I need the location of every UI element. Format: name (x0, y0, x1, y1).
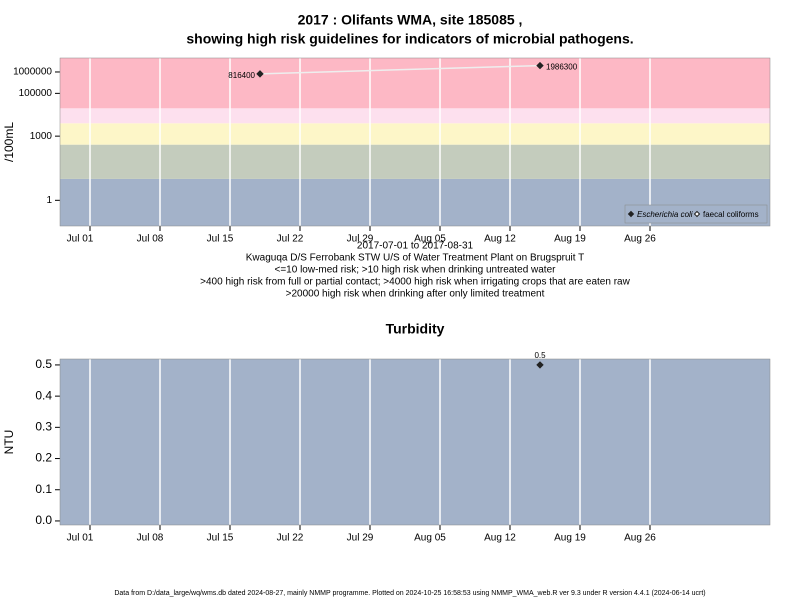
plot-background (60, 359, 770, 525)
y-tick-label: 0.5 (35, 357, 52, 371)
data-point (536, 61, 544, 70)
legend-label: faecal coliforms (703, 210, 759, 219)
plot-frame (59, 57, 771, 227)
x-tick-label: Jul 08 (137, 234, 164, 245)
risk-band (60, 123, 770, 145)
y-tick-label: 1000 (30, 131, 53, 142)
y-tick-label: 100000 (19, 88, 53, 99)
x-tick-label: Aug 19 (554, 234, 586, 245)
risk-band (60, 144, 770, 179)
legend-marker (693, 210, 701, 218)
x-tick-label: Jul 29 (347, 533, 374, 544)
y-axis-label: /100mL (2, 122, 16, 162)
x-tick-label: Jul 01 (67, 234, 94, 245)
data-label: 1986300 (546, 63, 578, 72)
x-tick-label: Jul 15 (207, 234, 234, 245)
series-line (259, 64, 541, 75)
y-axis-label: NTU (2, 430, 16, 455)
risk-band (60, 108, 770, 124)
x-tick-label: Jul 22 (277, 234, 304, 245)
x-tick-label: Jul 15 (207, 533, 234, 544)
y-tick-label: 1 (46, 195, 52, 206)
y-tick-label: 1000000 (13, 67, 52, 78)
x-tick-label: Aug 05 (414, 533, 446, 544)
legend-marker (627, 210, 635, 218)
x-tick-label: Jul 29 (347, 234, 374, 245)
caption-line: Kwaguqa D/S Ferrobank STW U/S of Water T… (246, 253, 584, 264)
data-point (256, 70, 264, 78)
x-tick-label: Jul 08 (137, 533, 164, 544)
data-label: 816400 (228, 71, 255, 80)
y-tick-label: 0.3 (35, 420, 52, 434)
caption-line: <=10 low-med risk; >10 high risk when dr… (275, 265, 557, 276)
y-tick-label: 0.4 (35, 388, 52, 402)
data-point (536, 361, 544, 369)
y-tick-label: 0.1 (35, 482, 52, 496)
chart-title: Turbidity (386, 321, 445, 337)
title-line: 2017 : Olifants WMA, site 185085 , (298, 12, 523, 28)
data-label: 0.5 (534, 351, 546, 360)
x-tick-label: Aug 05 (414, 234, 446, 245)
x-axis-label: 2017-07-01 to 2017-08-31 (357, 241, 474, 252)
title-line: showing high risk guidelines for indicat… (186, 31, 633, 47)
x-tick-label: Jul 01 (67, 533, 94, 544)
risk-band (60, 58, 770, 109)
caption-line: >400 high risk from full or partial cont… (200, 277, 630, 288)
legend-label: Escherichia coli (637, 210, 693, 219)
y-tick-label: 0.2 (35, 451, 52, 465)
x-tick-label: Aug 26 (624, 234, 656, 245)
x-tick-label: Aug 19 (554, 533, 586, 544)
x-tick-label: Aug 26 (624, 533, 656, 544)
x-tick-label: Jul 22 (277, 533, 304, 544)
caption-line: >20000 high risk when drinking after onl… (286, 289, 545, 300)
x-tick-label: Aug 12 (484, 234, 516, 245)
x-tick-label: Aug 12 (484, 533, 516, 544)
footer: Data from D:/data_large/wq/wms.db dated … (114, 590, 705, 597)
plot-frame (59, 358, 771, 526)
y-tick-label: 0.0 (35, 513, 52, 527)
